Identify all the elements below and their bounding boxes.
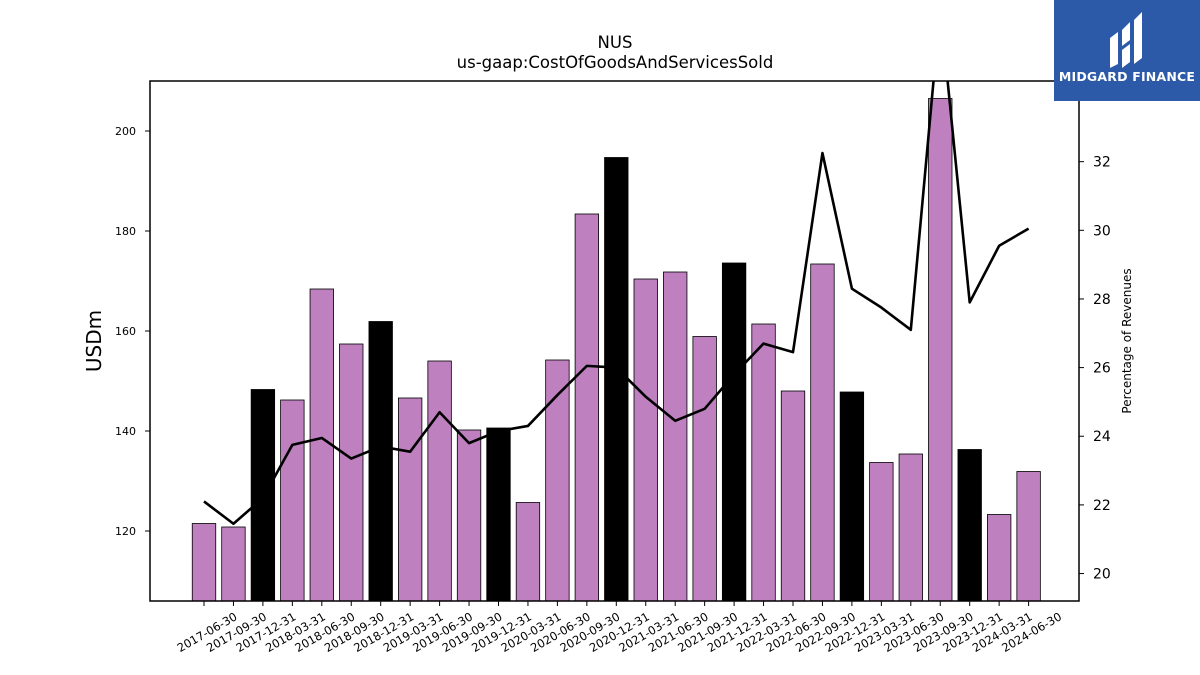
bar [721,262,747,602]
bar [221,526,246,602]
bar [515,502,541,602]
bar [427,360,452,602]
bar [928,98,953,602]
y-axis-label: USDm [82,310,106,372]
bar [780,390,806,602]
y2-axis-label: Percentage of Revenues [1120,268,1134,413]
left-tick-label: 200 [115,125,136,138]
right-tick-label: 26 [1093,361,1111,377]
bar [898,453,923,602]
left-tick-label: 120 [115,525,136,538]
right-tick-label: 30 [1093,223,1111,239]
bar [810,263,835,602]
bar [339,343,364,602]
bar [250,389,276,602]
bar [368,321,393,602]
bar [751,323,776,602]
bar [987,514,1012,602]
bar-series [191,98,1041,602]
right-tick-label: 20 [1093,567,1111,583]
bar [397,397,423,602]
chart-subtitle: us-gaap:CostOfGoodsAndServicesSold [457,53,774,72]
bar [604,157,629,602]
bar [280,399,305,602]
brand-logo: MIDGARD FINANCE [1054,0,1200,101]
left-tick-label: 180 [115,225,136,238]
bar [1016,471,1041,602]
percentage-line [203,81,1030,526]
left-tick-label: 140 [115,425,136,438]
chart-title: NUS [598,33,633,52]
plot-frame [149,80,1080,602]
bar [191,523,217,602]
right-axis: 20 22 24 26 28 30 32 [1079,155,1111,583]
bar [663,271,688,602]
brand-name: MIDGARD FINANCE [1058,69,1196,84]
right-tick-label: 24 [1093,429,1111,445]
bar [692,336,717,602]
left-axis: 120 140 160 180 200 [115,125,150,538]
x-axis: 2017-06-302017-09-302017-12-312018-03-31… [175,601,1064,655]
right-tick-label: 28 [1093,292,1111,308]
bar [869,462,894,602]
midgard-bars-icon [1110,12,1142,68]
bar [486,427,511,602]
left-tick-label: 160 [115,325,136,338]
line-series [203,81,1030,526]
bar [957,449,982,602]
right-tick-label: 22 [1093,498,1111,514]
right-tick-label: 32 [1093,155,1111,171]
bar [839,391,865,602]
bar [574,213,599,602]
bar [456,429,482,602]
bar [633,278,658,602]
